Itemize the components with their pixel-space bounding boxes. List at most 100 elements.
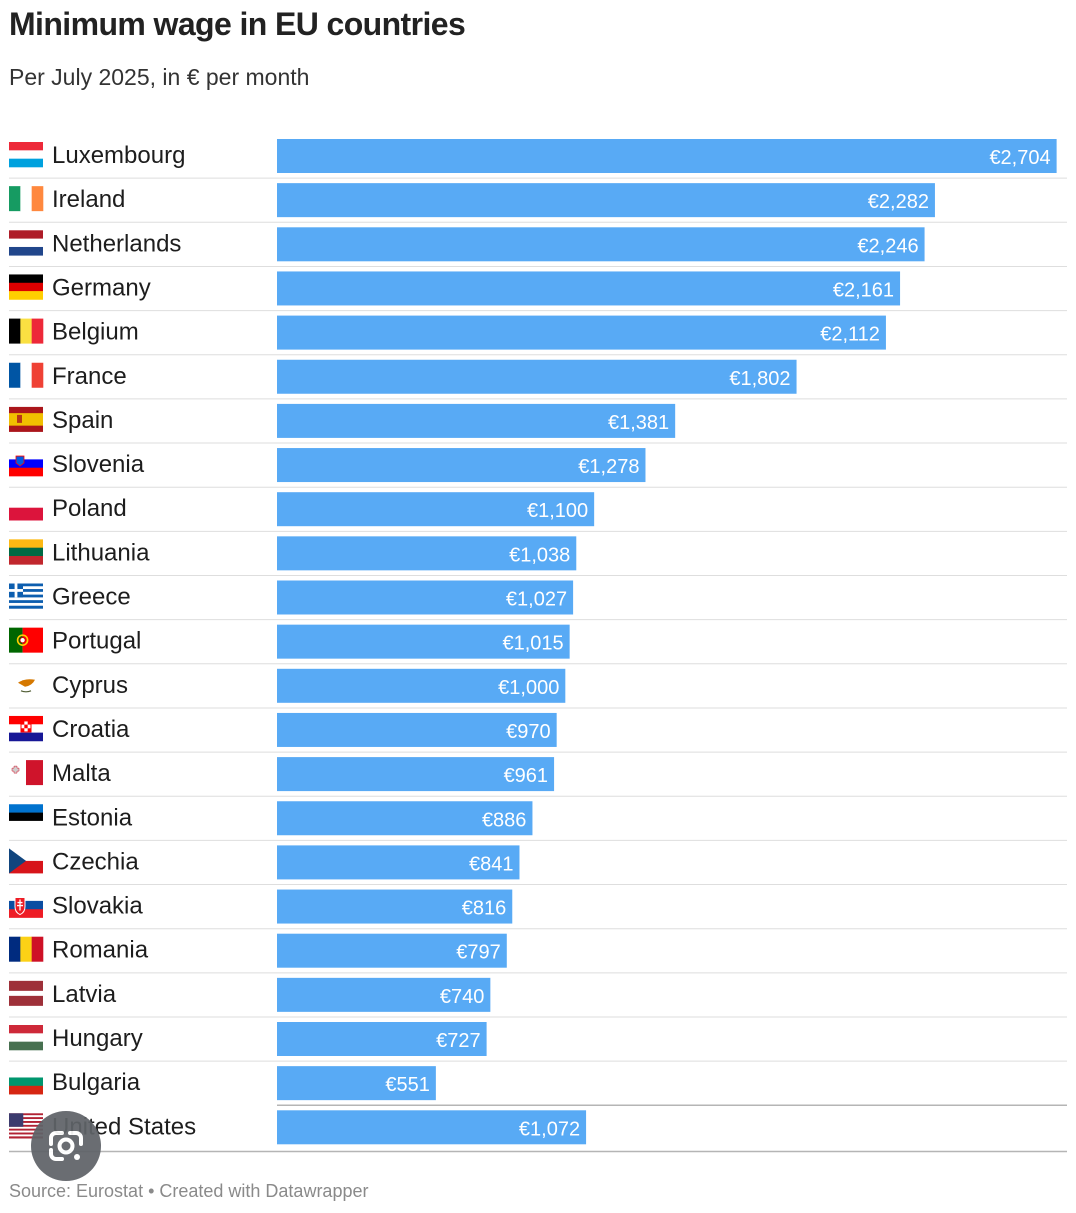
value-label: €2,704 (989, 147, 1050, 169)
category-label: Cyprus (52, 672, 128, 699)
flag-luxembourg-icon (9, 142, 43, 168)
value-label: €2,161 (833, 279, 894, 301)
category-label: Netherlands (52, 230, 181, 257)
flag-germany-icon (9, 274, 43, 300)
bar (277, 1066, 436, 1101)
google-lens-button[interactable] (31, 1111, 101, 1181)
flag-slovakia-icon (9, 892, 43, 918)
value-label: €1,015 (502, 633, 563, 655)
flag-lithuania-icon (9, 539, 43, 565)
flag-czechia-icon (9, 848, 43, 874)
chart-row: Hungary €727 (9, 1022, 1067, 1062)
flag-greece-icon (9, 583, 43, 609)
chart-row: Poland €1,100 (9, 492, 1067, 532)
category-label: Czechia (52, 848, 139, 875)
chart-subtitle: Per July 2025, in € per month (9, 64, 310, 90)
category-label: Greece (52, 584, 131, 611)
bar (277, 712, 557, 747)
value-label: €2,112 (820, 324, 880, 346)
flag-ireland-icon (9, 186, 44, 212)
value-label: €841 (469, 853, 514, 875)
chart-row: Spain €1,381 (9, 403, 1067, 444)
bar (277, 536, 577, 571)
value-label: €886 (482, 809, 527, 831)
flag-france-icon (9, 362, 44, 388)
category-label: France (52, 363, 127, 390)
chart-row: Estonia €886 (9, 801, 1067, 841)
chart-row: Bulgaria €551 (9, 1066, 1067, 1107)
value-label: €1,027 (506, 589, 567, 611)
chart-row: United States €1,072 (9, 1110, 1067, 1153)
category-label: Romania (52, 937, 149, 964)
bar (277, 271, 901, 306)
category-label: Bulgaria (52, 1069, 141, 1096)
bar (277, 933, 507, 968)
chart-row: Belgium €2,112 (9, 315, 1067, 356)
flag-netherlands-icon (9, 230, 43, 256)
value-label: €2,282 (868, 191, 929, 213)
value-label: €816 (462, 898, 507, 920)
chart-row: Slovenia €1,278 (9, 448, 1067, 488)
value-label: €1,278 (578, 456, 639, 478)
flag-portugal-icon (9, 627, 43, 653)
bar (277, 889, 513, 924)
value-label: €1,072 (519, 1118, 580, 1140)
category-label: Hungary (52, 1025, 143, 1052)
category-label: Lithuania (52, 539, 150, 566)
bar (277, 492, 595, 527)
chart-row: France €1,802 (9, 359, 1067, 400)
chart-row: Greece €1,027 (9, 580, 1067, 621)
chart-row: Latvia €740 (9, 977, 1067, 1018)
value-label: €551 (385, 1074, 430, 1096)
bar (277, 801, 533, 836)
category-label: Spain (52, 407, 113, 434)
flag-hungary-icon (9, 1025, 43, 1051)
chart-row: Lithuania €1,038 (9, 536, 1067, 576)
source-note: Source: Eurostat • Created with Datawrap… (9, 1181, 369, 1201)
chart-row: Slovakia €816 (9, 889, 1067, 930)
flag-cyprus-icon (9, 671, 43, 697)
bar (277, 624, 570, 659)
value-label: €727 (436, 1030, 481, 1052)
flag-belgium-icon (9, 318, 44, 344)
bar (277, 448, 646, 483)
category-label: Poland (52, 495, 127, 522)
chart-row: Germany €2,161 (9, 271, 1067, 312)
category-label: Croatia (52, 716, 130, 743)
value-label: €970 (506, 721, 551, 743)
bar (277, 580, 574, 615)
flag-united-states-icon (9, 1113, 43, 1139)
flag-latvia-icon (9, 980, 43, 1006)
bar (277, 757, 555, 792)
category-label: Belgium (52, 319, 139, 346)
chart-row: Malta €961 (9, 757, 1067, 797)
chart-title: Minimum wage in EU countries (9, 6, 466, 42)
category-label: Slovakia (52, 893, 143, 920)
bar (277, 668, 566, 703)
bar (277, 227, 925, 262)
chart-row: Portugal €1,015 (9, 624, 1067, 665)
category-label: Ireland (52, 186, 125, 213)
chart-row: Luxembourg €2,704 (9, 139, 1067, 179)
category-label: Slovenia (52, 451, 145, 478)
bar (277, 183, 935, 218)
bar (277, 1022, 487, 1056)
category-label: Luxembourg (52, 142, 185, 169)
chart-row: Netherlands €2,246 (9, 227, 1067, 267)
value-label: €961 (504, 765, 549, 787)
bar (277, 1110, 587, 1145)
category-label: Estonia (52, 804, 133, 831)
value-label: €1,038 (509, 544, 570, 566)
value-label: €1,000 (498, 677, 559, 699)
flag-estonia-icon (9, 804, 43, 830)
value-label: €1,100 (527, 500, 588, 522)
flag-poland-icon (9, 495, 43, 521)
flag-bulgaria-icon (9, 1069, 43, 1095)
category-label: Germany (52, 274, 151, 301)
bar (277, 139, 1057, 173)
category-label: Malta (52, 760, 111, 787)
chart-row: Romania €797 (9, 933, 1067, 974)
bar (277, 845, 520, 880)
category-label: Portugal (52, 628, 141, 655)
value-label: €740 (440, 986, 485, 1008)
